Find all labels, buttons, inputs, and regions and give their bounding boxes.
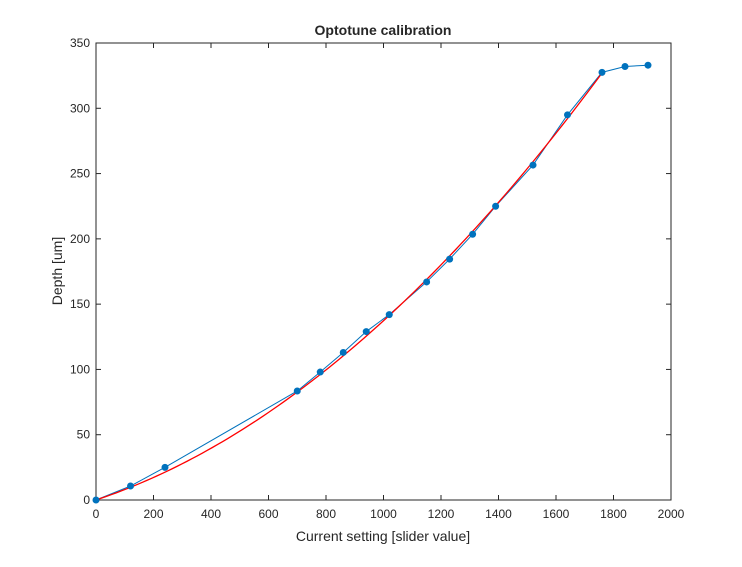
data-point xyxy=(598,68,606,76)
data-point xyxy=(644,61,652,69)
x-tick-label: 2000 xyxy=(658,507,685,521)
x-tick-label: 400 xyxy=(201,507,221,521)
data-point xyxy=(339,348,347,356)
y-tick-label: 0 xyxy=(83,493,90,507)
x-tick-label: 600 xyxy=(258,507,278,521)
y-tick-label: 50 xyxy=(77,428,91,442)
x-tick-label: 1600 xyxy=(543,507,570,521)
data-point xyxy=(564,111,571,119)
data-point xyxy=(385,311,393,319)
data-point xyxy=(161,463,169,471)
fit-curve xyxy=(95,72,603,501)
data-point xyxy=(492,202,500,210)
data-point xyxy=(529,161,537,169)
x-tick-label: 1800 xyxy=(600,507,627,521)
data-point xyxy=(362,328,370,336)
y-tick-label: 350 xyxy=(70,36,90,50)
chart-title: Optotune calibration xyxy=(315,22,452,38)
y-axis-label: Depth [um] xyxy=(49,237,65,305)
data-point xyxy=(469,230,477,238)
x-tick-label: 1200 xyxy=(428,507,455,521)
data-point xyxy=(316,368,324,376)
x-tick-label: 1000 xyxy=(370,507,397,521)
data-point xyxy=(621,63,629,71)
data-point xyxy=(127,482,134,490)
x-tick-label: 1400 xyxy=(485,507,512,521)
data-point xyxy=(446,255,454,263)
x-axis-label: Current setting [slider value] xyxy=(296,528,470,544)
x-tick-label: 800 xyxy=(316,507,336,521)
data-point xyxy=(293,387,301,395)
y-tick-label: 150 xyxy=(70,297,90,311)
x-tick-label: 0 xyxy=(93,507,100,521)
data-point xyxy=(92,496,100,504)
y-tick-label: 200 xyxy=(70,232,90,246)
plot-area xyxy=(95,42,672,501)
y-tick-label: 250 xyxy=(70,167,90,181)
y-tick-label: 300 xyxy=(70,101,90,115)
y-tick-label: 100 xyxy=(70,362,90,376)
x-tick-label: 200 xyxy=(143,507,163,521)
data-point xyxy=(423,278,431,286)
